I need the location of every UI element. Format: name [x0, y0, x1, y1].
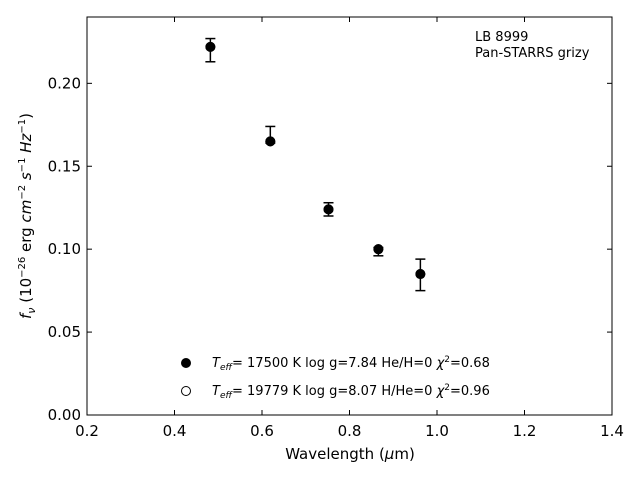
data-marks: [205, 37, 426, 292]
y-tick-label: 0.20: [48, 74, 81, 92]
legend-marker-open: [181, 386, 191, 396]
model-point-filled: [265, 136, 276, 147]
model-point-filled: [415, 269, 426, 280]
x-tick-label: 0.2: [75, 422, 99, 440]
y-tick-label: 0.15: [48, 157, 81, 175]
y-tick-label: 0.05: [48, 323, 81, 341]
model-point-filled: [205, 41, 216, 52]
x-tick-label: 0.4: [163, 422, 187, 440]
x-tick-label: 1.2: [513, 422, 537, 440]
x-tick-label: 1.4: [600, 422, 624, 440]
x-tick-label: 1.0: [425, 422, 449, 440]
tick-group: 0.2 0.4 0.6 0.8 1.0 1.2 1.4 0.00 0.05 0.10 0.15 0.2…: [48, 17, 624, 440]
x-tick-label: 0.6: [250, 422, 274, 440]
x-axis-label: Wavelength (μm): [285, 445, 415, 463]
legend-entry-1: Teff= 17500 K log g=7.84 He/H=0 χ2=0.68: [212, 355, 490, 373]
y-axis-label: fν (10−26 erg cm−2 s−1 Hz−1): [17, 113, 38, 319]
model-point-filled: [373, 244, 384, 255]
legend: Teff= 17500 K log g=7.84 He/H=0 χ2=0.68 …: [181, 355, 490, 401]
annotation-survey: Pan-STARRS grizy: [475, 46, 590, 61]
x-tick-label: 0.8: [338, 422, 362, 440]
annotation-object-name: LB 8999: [475, 30, 528, 45]
legend-entry-2: Teff= 19779 K log g=8.07 H/He=0 χ2=0.96: [212, 383, 490, 401]
legend-marker-filled: [181, 358, 191, 368]
model-point-filled: [323, 204, 334, 215]
y-tick-label: 0.00: [48, 406, 81, 424]
y-tick-label: 0.10: [48, 240, 81, 258]
